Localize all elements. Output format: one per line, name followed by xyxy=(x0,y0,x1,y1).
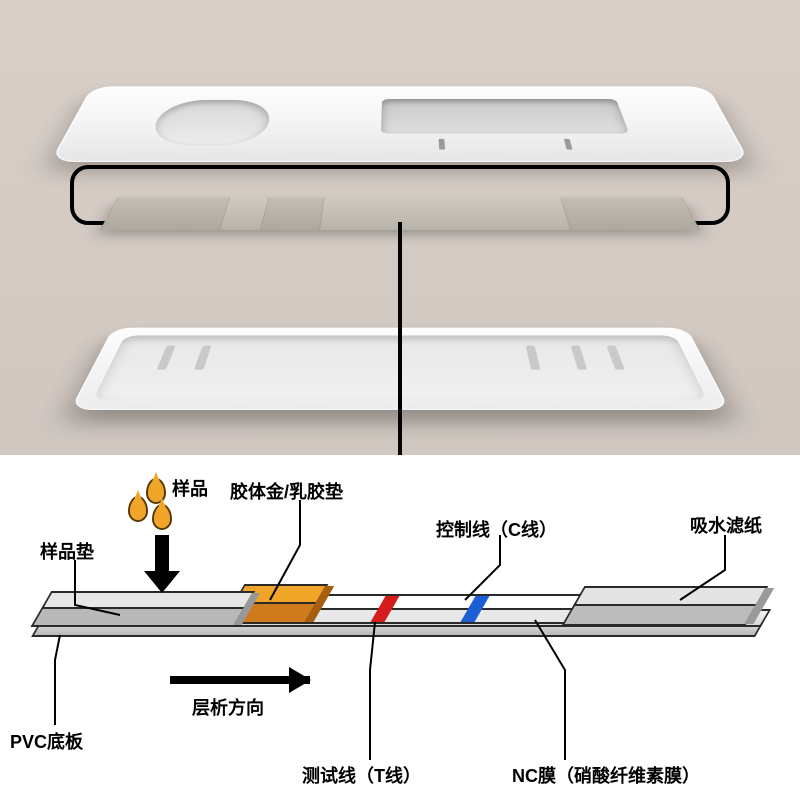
label-test-line: 测试线（T线） xyxy=(302,762,421,788)
label-sample-pad: 样品垫 xyxy=(40,538,94,564)
result-window xyxy=(381,99,629,134)
sample-well xyxy=(147,100,274,145)
chromatography-arrow-icon xyxy=(170,676,310,684)
pvc-base xyxy=(34,625,760,635)
sample-arrow-icon xyxy=(155,535,180,593)
absorbent-pad xyxy=(564,604,756,624)
sample-pad xyxy=(34,607,244,625)
label-pvc-base: PVC底板 xyxy=(10,728,83,754)
label-nc-membrane: NC膜（硝酸纤维素膜） xyxy=(512,762,700,788)
label-control-line: 控制线（C线） xyxy=(436,516,557,542)
label-conjugate-pad: 胶体金/乳胶垫 xyxy=(230,478,343,504)
label-absorbent-pad: 吸水滤纸 xyxy=(690,512,762,538)
cassette-top-shell xyxy=(50,86,750,162)
label-chrom-dir: 层析方向 xyxy=(192,694,264,720)
t-mark xyxy=(439,139,446,150)
nc-membrane xyxy=(292,608,600,622)
c-mark xyxy=(564,139,573,150)
label-sample: 样品 xyxy=(172,475,208,501)
